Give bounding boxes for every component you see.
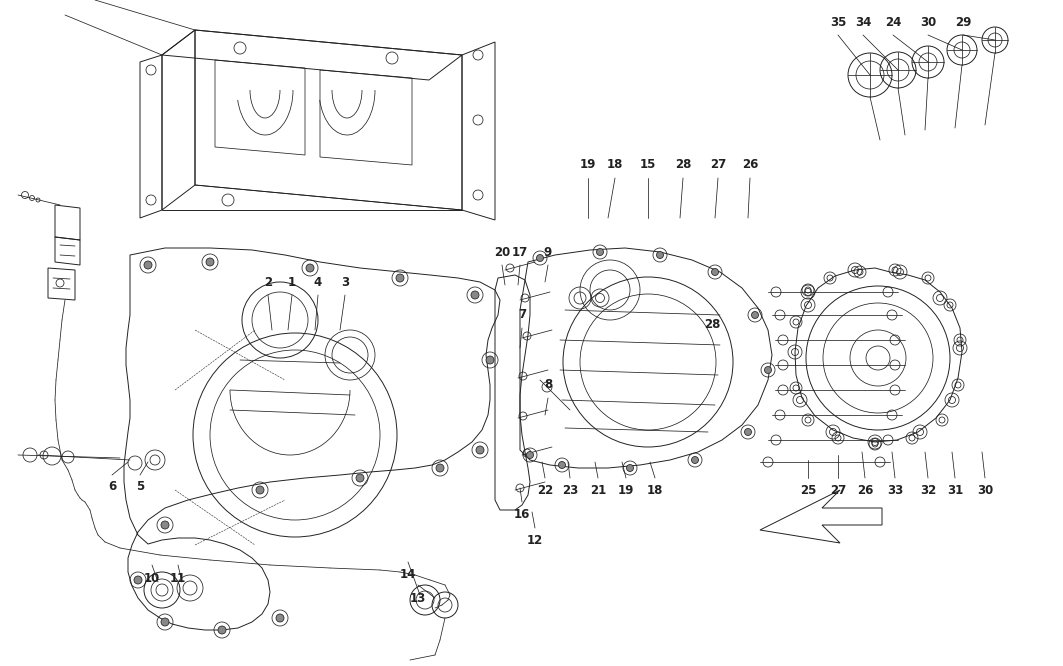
Text: 20: 20 — [494, 246, 510, 258]
Text: 15: 15 — [640, 159, 656, 172]
Circle shape — [476, 446, 484, 454]
Text: 3: 3 — [341, 276, 349, 288]
Circle shape — [692, 456, 698, 464]
Text: 26: 26 — [742, 159, 758, 172]
Text: 8: 8 — [544, 378, 552, 392]
Text: 19: 19 — [618, 484, 635, 496]
Circle shape — [161, 521, 169, 529]
Circle shape — [256, 486, 264, 494]
Text: 30: 30 — [977, 484, 993, 496]
Text: 13: 13 — [410, 591, 426, 605]
Text: 29: 29 — [955, 15, 972, 29]
Circle shape — [537, 254, 543, 262]
Circle shape — [356, 474, 364, 482]
Circle shape — [218, 626, 226, 634]
Text: 23: 23 — [562, 484, 578, 496]
Circle shape — [657, 252, 663, 258]
Text: 28: 28 — [675, 159, 691, 172]
Text: 18: 18 — [646, 484, 663, 496]
Text: 17: 17 — [512, 246, 528, 258]
Text: 30: 30 — [919, 15, 937, 29]
Text: 12: 12 — [527, 533, 543, 547]
Circle shape — [144, 261, 152, 269]
Text: 18: 18 — [607, 159, 623, 172]
Text: 10: 10 — [144, 571, 161, 585]
Text: 19: 19 — [579, 159, 596, 172]
Circle shape — [161, 618, 169, 626]
Text: 24: 24 — [884, 15, 901, 29]
Text: 32: 32 — [919, 484, 937, 496]
Circle shape — [436, 464, 444, 472]
Circle shape — [134, 576, 142, 584]
Text: 34: 34 — [855, 15, 872, 29]
Circle shape — [486, 356, 494, 364]
Circle shape — [276, 614, 284, 622]
Text: 16: 16 — [513, 509, 530, 521]
Text: 33: 33 — [887, 484, 904, 496]
Circle shape — [764, 366, 772, 374]
Text: 22: 22 — [537, 484, 553, 496]
Text: 7: 7 — [518, 308, 526, 322]
Text: 4: 4 — [314, 276, 322, 288]
Text: 35: 35 — [830, 15, 846, 29]
Circle shape — [626, 464, 634, 472]
Text: 27: 27 — [710, 159, 726, 172]
Text: 2: 2 — [264, 276, 272, 288]
Circle shape — [306, 264, 314, 272]
Circle shape — [471, 291, 479, 299]
Circle shape — [526, 452, 534, 458]
Circle shape — [744, 428, 752, 436]
Text: 9: 9 — [544, 246, 552, 258]
Text: 26: 26 — [857, 484, 873, 496]
Circle shape — [752, 312, 759, 318]
Text: 28: 28 — [704, 318, 721, 332]
Circle shape — [596, 248, 604, 256]
Circle shape — [558, 462, 566, 468]
Circle shape — [396, 274, 404, 282]
Text: 27: 27 — [830, 484, 846, 496]
Text: 31: 31 — [947, 484, 963, 496]
Text: 21: 21 — [590, 484, 606, 496]
Circle shape — [711, 268, 719, 276]
Text: 1: 1 — [288, 276, 297, 288]
Text: 14: 14 — [400, 569, 417, 581]
Text: 6: 6 — [107, 480, 116, 494]
Text: 5: 5 — [136, 480, 145, 494]
Text: 25: 25 — [799, 484, 816, 496]
Circle shape — [206, 258, 214, 266]
Text: 11: 11 — [170, 571, 186, 585]
